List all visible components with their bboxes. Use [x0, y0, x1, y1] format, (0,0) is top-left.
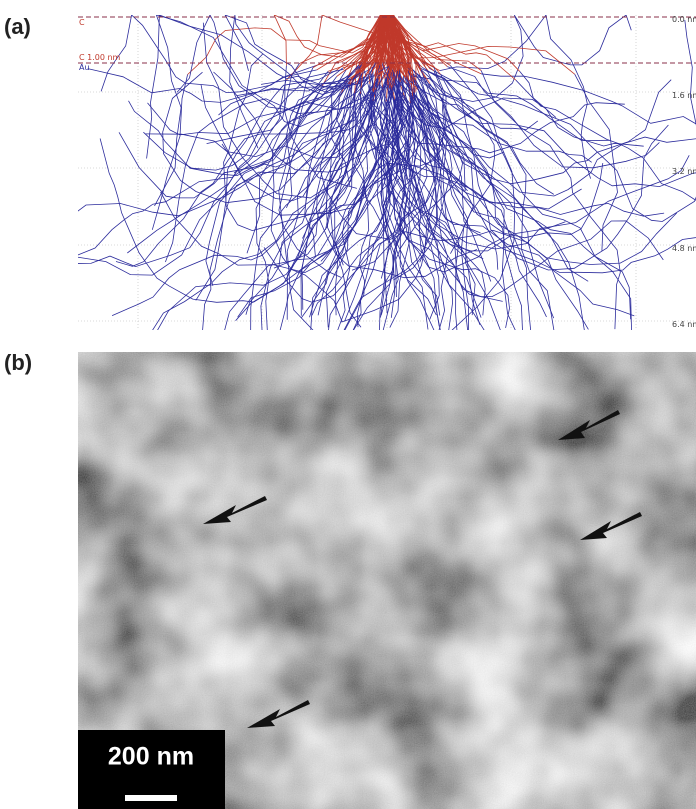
trajectory [407, 65, 671, 184]
panel-label: (b) [4, 350, 32, 375]
electron-trajectories [0, 15, 696, 358]
layer-label: Au [79, 63, 90, 72]
depth-label: 4.8 nm [672, 244, 696, 253]
depth-label: 1.6 nm [672, 91, 696, 100]
depth-label: 3.2 nm [672, 167, 696, 176]
page: {"panels": [ {"label": "(a)", "layers": … [0, 0, 696, 809]
trajectory [419, 68, 631, 320]
trajectory [413, 15, 632, 102]
scale-bar-label: 200 nm [108, 743, 194, 771]
trajectory [441, 74, 555, 335]
layer-label: C [79, 18, 85, 27]
trajectory [152, 75, 187, 230]
depth-label: 6.4 nm [672, 320, 696, 329]
trajectory [520, 71, 556, 117]
scale-bar [125, 795, 177, 801]
layer-label: C 1.00 nm [79, 53, 121, 62]
trajectory [100, 85, 357, 303]
figure: (a) (b) C C 1.00 nm Au 0.0 nm 1.6 nm 3.2 n… [0, 0, 696, 809]
trajectory [419, 64, 523, 331]
depth-labels: 0.0 nm 1.6 nm 3.2 nm 4.8 nm 6.4 nm [672, 15, 696, 329]
sem-image: 200 nm [78, 352, 696, 809]
depth-label: 0.0 nm [672, 15, 696, 24]
trajectory [201, 77, 365, 346]
panel-label: (a) [4, 14, 31, 39]
